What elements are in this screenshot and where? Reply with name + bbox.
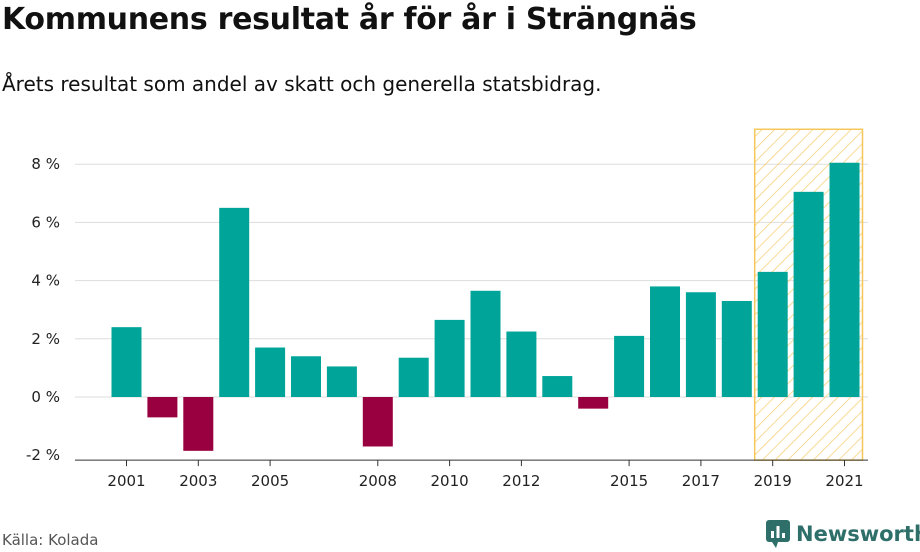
y-tick-label: 4 %: [31, 272, 60, 290]
y-tick-label: 8 %: [31, 155, 60, 173]
bar-2017: [685, 292, 716, 397]
bar-2015: [614, 335, 645, 397]
bar-2005: [255, 347, 286, 397]
y-tick-label: -2 %: [26, 446, 60, 464]
x-tick-label: 2017: [682, 472, 720, 490]
bar-2003: [183, 397, 214, 451]
x-tick-label: 2005: [251, 472, 289, 490]
y-tick-labels: -2 % 0 % 2 % 4 % 6 % 8 %: [26, 155, 60, 464]
bar-2007: [326, 366, 357, 397]
bar-2011: [470, 290, 501, 397]
x-axis: [75, 459, 868, 467]
bar-2021: [829, 162, 860, 397]
bar-2006: [291, 356, 321, 397]
bar-2009: [398, 357, 429, 397]
x-tick-label: 2001: [107, 472, 145, 490]
x-tick-label: 2021: [825, 472, 863, 490]
bar-2019: [757, 271, 788, 397]
x-tick-label: 2015: [610, 472, 648, 490]
source-text: Källa: Kolada: [2, 531, 99, 549]
x-tick-label: 2003: [179, 472, 217, 490]
y-tick-label: 2 %: [31, 330, 60, 348]
y-tick-label: 6 %: [31, 213, 60, 231]
y-tick-label: 0 %: [31, 388, 60, 406]
x-tick-label: 2012: [502, 472, 540, 490]
bar-2013: [542, 376, 573, 397]
x-tick-label: 2019: [754, 472, 792, 490]
newsworthy-logo: Newsworthy: [766, 518, 920, 550]
bar-2016: [650, 286, 680, 397]
bar-2008: [362, 397, 393, 447]
bar-2014: [578, 397, 609, 409]
bar-2001: [111, 327, 142, 397]
bar-2018: [721, 300, 752, 397]
bar-2002: [147, 397, 178, 418]
bar-2020: [793, 191, 824, 397]
brand-name: Newsworthy: [796, 522, 920, 546]
chart-title: Kommunens resultat år för år i Strängnäs: [2, 2, 697, 37]
x-tick-label: 2010: [431, 472, 469, 490]
chat-chart-icon: [766, 520, 790, 548]
x-tick-labels: 2001 2003 2005 2008 2010 2012 2015 2017 2019 2021: [107, 472, 863, 490]
bar-2012: [506, 331, 537, 397]
chart-subtitle: Årets resultat som andel av skatt och ge…: [2, 72, 602, 96]
bar-2004: [219, 207, 250, 397]
x-tick-label: 2008: [359, 472, 397, 490]
bars: [111, 162, 860, 451]
bar-2010: [434, 319, 465, 397]
